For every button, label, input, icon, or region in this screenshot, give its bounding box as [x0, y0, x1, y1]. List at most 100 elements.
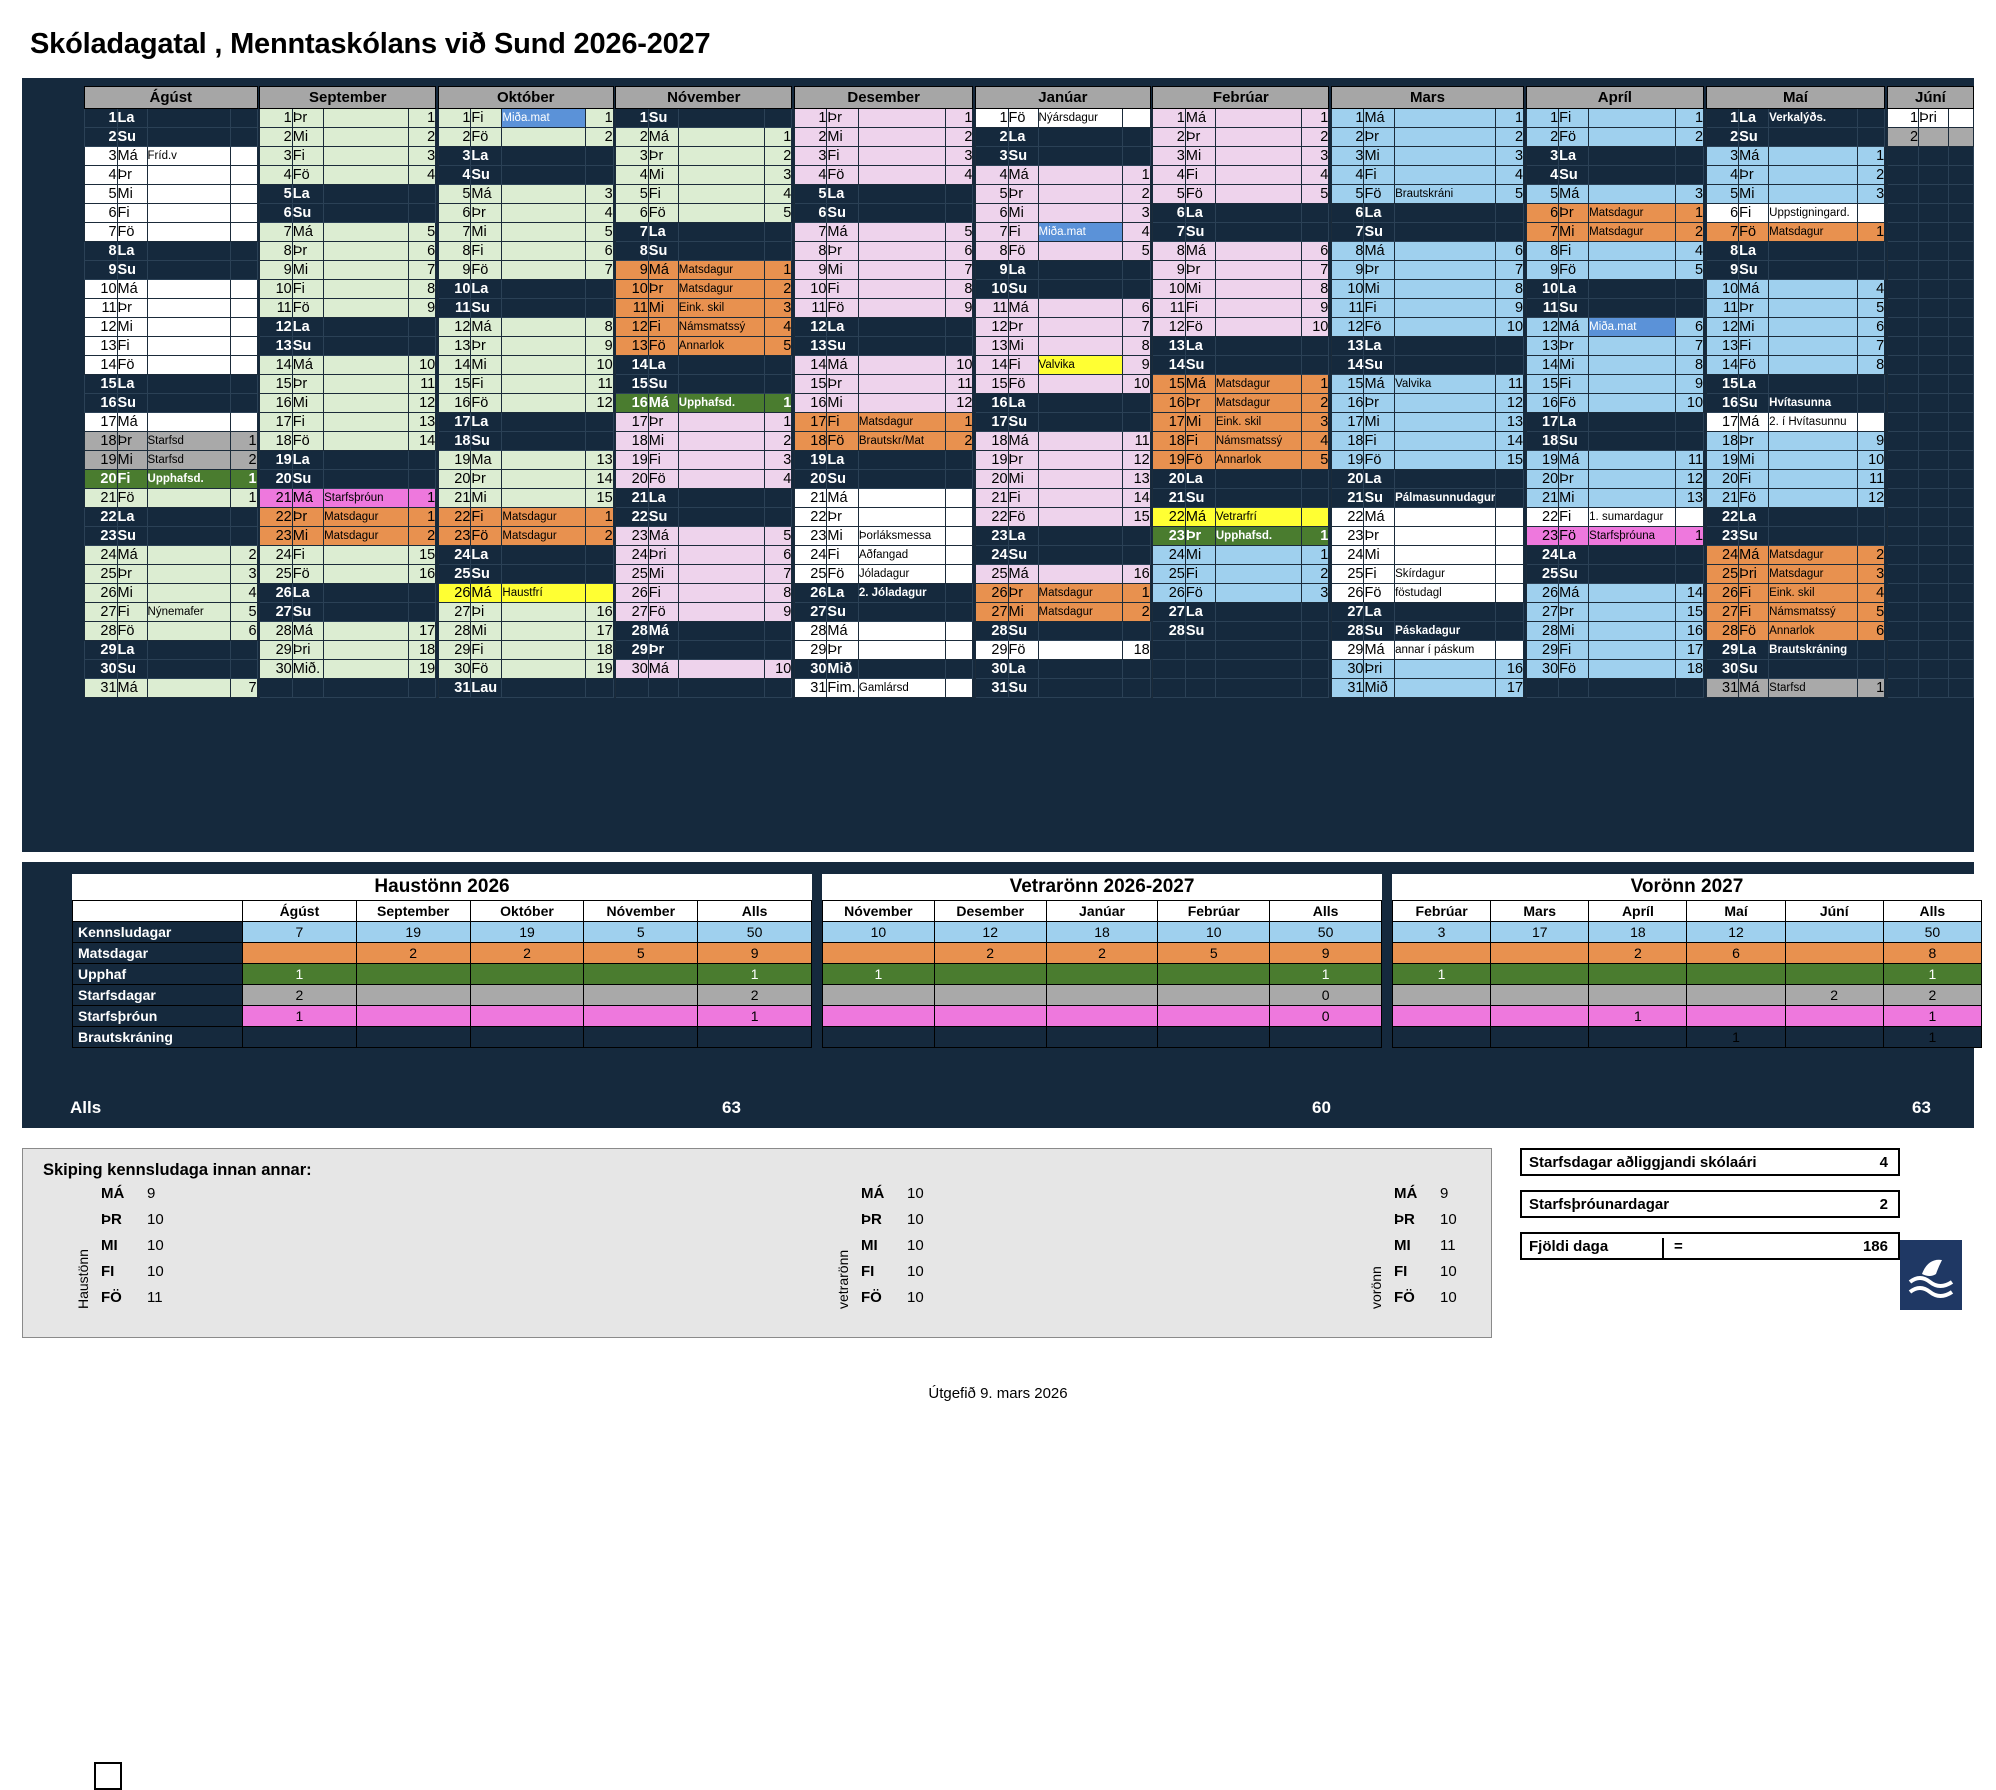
calendar-day-count: 3	[1300, 146, 1330, 166]
calendar-day-number: 24	[793, 545, 828, 565]
calendar-day-note	[323, 203, 409, 223]
calendar-day-note	[1037, 545, 1124, 565]
calendar-day-count: 5	[585, 222, 614, 242]
calendar-day-note: Skírdagur	[1394, 564, 1497, 584]
calendar-day-number: 15	[1705, 374, 1740, 394]
calendar-day-number: 25	[615, 564, 649, 584]
calendar-cell-empty	[1918, 203, 1949, 223]
calendar-day-note: Matsdagur	[501, 526, 587, 546]
calendar-day-note	[146, 355, 232, 375]
calendar-day-number: 25	[259, 564, 293, 584]
calendar-day-count: 14	[1495, 431, 1525, 451]
calendar-cell-empty	[1152, 678, 1186, 698]
calendar-day-count	[1856, 241, 1886, 261]
calendar-day-number: 2	[1330, 127, 1365, 147]
calendar-day-note	[146, 564, 232, 584]
calendar-day-count	[1122, 127, 1151, 147]
calendar-day-number: 5	[1330, 184, 1365, 204]
calendar-day-name: La	[826, 317, 859, 337]
calendar-day-count: 1	[1300, 545, 1330, 565]
calendar-day-number: 4	[793, 165, 828, 185]
calendar-day-note: Matsdagur	[1588, 222, 1677, 242]
calendar-day-note	[1394, 393, 1497, 413]
calendar-day-number: 15	[975, 374, 1009, 394]
calendar-day-note	[1214, 355, 1302, 375]
calendar-day-count	[1856, 507, 1886, 527]
calendar-day-name: Mi	[116, 450, 148, 470]
calendar-day-count	[230, 260, 258, 280]
calendar-day-name: Mi	[647, 165, 679, 185]
calendar-cell-empty	[1918, 336, 1949, 356]
calendar-day-number: 19	[259, 450, 293, 470]
calendar-day-number: 22	[975, 507, 1009, 527]
calendar-day-number: 3	[437, 146, 472, 166]
calendar-day-name: Lau	[470, 678, 503, 698]
day-count: 10	[907, 1185, 924, 1202]
calendar-day-note	[323, 260, 409, 280]
calendar-day-number: 11	[1705, 298, 1740, 318]
calendar-day-name: Þr	[1558, 336, 1590, 356]
calendar-day-name: Mi	[1184, 545, 1216, 565]
calendar-day-name: Fö	[1738, 355, 1770, 375]
calendar-day-count: 4	[1122, 222, 1151, 242]
summary-row: 0	[822, 984, 1382, 1006]
calendar-day-count: 14	[1122, 488, 1151, 508]
calendar-grid-container: Ágúst September Október Nóvember Desember Jan…	[84, 86, 1975, 698]
calendar-day-name: La	[116, 241, 148, 261]
calendar-day-number: 11	[259, 298, 293, 318]
calendar-day-name: Su	[116, 260, 148, 280]
calendar-day-note	[501, 431, 587, 451]
calendar-day-note	[323, 317, 409, 337]
calendar-day-number: 3	[1330, 146, 1365, 166]
summary-row-label: Starfsdagar	[72, 984, 243, 1006]
calendar-day-number: 28	[437, 621, 472, 641]
day-count-row: FI 10	[861, 1259, 947, 1285]
calendar-day-note	[857, 507, 946, 527]
calendar-day-name: Su	[291, 602, 325, 622]
calendar-day-count: 5	[1675, 260, 1705, 280]
legend-checkbox[interactable]	[94, 1762, 122, 1790]
calendar-day-number: 31	[1705, 678, 1740, 698]
calendar-day-count	[1856, 393, 1886, 413]
calendar-day-name: Má	[647, 260, 679, 280]
calendar-day-name: Þr	[1363, 127, 1396, 147]
calendar-day-number: 27	[1152, 602, 1186, 622]
calendar-day-note	[677, 203, 765, 223]
calendar-day-note	[857, 355, 946, 375]
calendar-day-number: 25	[1330, 564, 1365, 584]
calendar-day-count: 5	[1300, 450, 1330, 470]
calendar-day-count	[585, 146, 614, 166]
calendar-day-count: 6	[763, 545, 793, 565]
calendar-row: 19 Mi Starfsd 2 19 La 19 Ma 13 19 Fi 3 19 La 19 Þr 12 19 F…	[84, 450, 1975, 470]
calendar-day-name: Fö	[1558, 127, 1590, 147]
calendar-day-note: Starfsd	[146, 450, 232, 470]
calendar-day-name: Fö	[116, 355, 148, 375]
calendar-day-name: La	[470, 279, 503, 299]
info-box-starfsthrounardagar-value: 2	[1879, 1196, 1888, 1213]
calendar-day-count	[1495, 621, 1525, 641]
calendar-day-note	[677, 165, 765, 185]
summary-value	[1391, 942, 1492, 964]
calendar-cell-empty	[1886, 678, 1920, 698]
calendar-day-note	[1394, 602, 1497, 622]
calendar-cell-empty	[1947, 279, 1975, 299]
calendar-day-note: Gamlársd	[857, 678, 946, 698]
summary-col-október: Október	[469, 900, 585, 922]
calendar-day-note	[677, 184, 765, 204]
calendar-day-name: Su	[826, 469, 859, 489]
calendar-day-note	[1037, 469, 1124, 489]
calendar-day-note	[1588, 108, 1677, 128]
calendar-day-name: Fi	[826, 412, 859, 432]
calendar-day-count: 1	[1675, 526, 1705, 546]
calendar-day-note	[1394, 507, 1497, 527]
calendar-day-count	[230, 393, 258, 413]
calendar-day-note: Matsdagur	[857, 412, 946, 432]
info-box-fjoldi-daga-value: 186	[1862, 1238, 1888, 1255]
calendar-day-number: 31	[1330, 678, 1365, 698]
calendar-day-name: Þr	[1184, 260, 1216, 280]
calendar-day-count	[1675, 564, 1705, 584]
calendar-day-name: Fö	[1363, 450, 1396, 470]
calendar-day-note	[1037, 640, 1124, 660]
info-box-starfsthrounardagar-label: Starfsþróunardagar	[1529, 1196, 1670, 1213]
